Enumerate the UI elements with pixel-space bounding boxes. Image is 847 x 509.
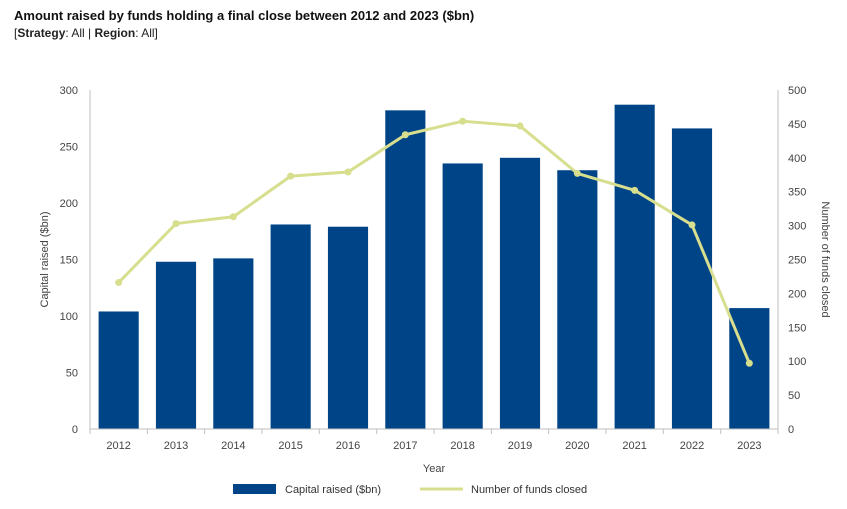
legend-label-funds: Number of funds closed [471,484,587,496]
funds-point-2019 [516,122,524,130]
y2-tick-label-200: 200 [788,288,806,300]
y2-tick-label-400: 400 [788,153,806,165]
subtitle-strategy-label: Strategy [17,26,66,40]
y2-tick-label-500: 500 [788,85,806,97]
bar-2014 [213,258,254,429]
subtitle-strategy-value: : All | [65,26,95,40]
funds-point-2014 [229,213,237,221]
bar-2021 [614,104,655,429]
x-tick-label-2013: 2013 [164,440,188,452]
funds-point-2013 [172,220,180,228]
legend-label-capital: Capital raised ($bn) [285,484,381,496]
y-tick-label-250: 250 [60,142,78,154]
y-tick-label-150: 150 [60,255,78,267]
x-tick-label-2022: 2022 [680,440,704,452]
funds-point-2018 [459,117,467,125]
subtitle-region-value: : All] [135,26,158,40]
funds-point-2020 [573,169,581,177]
subtitle-open: [ [14,26,18,40]
y2-tick-label-450: 450 [788,119,806,131]
bar-2013 [155,261,197,429]
funds-point-2015 [287,172,295,180]
bar-2018 [442,163,483,429]
funds-point-2023 [745,359,753,367]
y2-tick-label-250: 250 [788,255,806,267]
bar-series [98,104,770,430]
funds-point-2016 [344,168,352,176]
y-tick-label-100: 100 [60,311,78,323]
y2-tick-label-300: 300 [788,221,806,233]
bar-2015 [270,224,311,429]
axes: 2012 2013 2014 2015 2016 2017 2018 2019 2020 2021… [60,85,807,452]
y2-tick-label-350: 350 [788,187,806,199]
y-tick-label-0: 0 [72,424,78,436]
bar-2017 [385,110,426,429]
y-tick-label-300: 300 [60,85,78,97]
funds-point-2017 [401,131,409,139]
x-tick-label-2020: 2020 [565,440,589,452]
x-tick-label-2014: 2014 [221,440,245,452]
line-series [115,117,753,367]
chart-title: Amount raised by funds holding a final c… [14,8,475,23]
subtitle-region-label: Region [94,26,136,40]
funds-point-2021 [631,186,639,194]
legend-swatch-capital [233,484,276,494]
x-tick-label-2023: 2023 [737,440,761,452]
funds-line [117,119,751,364]
x-tick-label-2019: 2019 [508,440,532,452]
y-axis-title: Capital raised ($bn) [39,212,51,308]
y2-tick-label-0: 0 [788,424,794,436]
x-tick-label-2012: 2012 [106,440,130,452]
x-tick-label-2018: 2018 [450,440,474,452]
bar-2022 [671,128,713,430]
bar-2016 [327,226,369,429]
x-axis-title: Year [423,463,446,475]
chart-subtitle: [Strategy: All | Region: All] [14,26,158,40]
y2-tick-label-150: 150 [788,322,806,334]
y-tick-label-50: 50 [66,368,78,380]
x-tick-label-2015: 2015 [278,440,302,452]
bar-2019 [499,157,541,430]
y2-tick-label-50: 50 [788,390,800,402]
y2-tick-label-100: 100 [788,356,806,368]
bar-2020 [557,170,598,430]
legend: Capital raised ($bn) Number of funds clo… [233,484,587,496]
funds-point-2022 [688,221,696,229]
x-tick-label-2017: 2017 [393,440,417,452]
y-tick-label-200: 200 [60,198,78,210]
x-tick-label-2016: 2016 [336,440,360,452]
x-tick-label-2021: 2021 [622,440,646,452]
funds-point-2012 [115,279,123,287]
bar-2012 [98,311,139,429]
y2-axis-title: Number of funds closed [819,201,831,317]
